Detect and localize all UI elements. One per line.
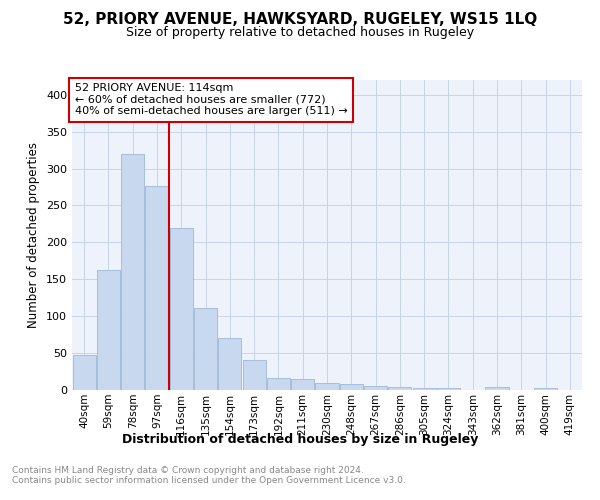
Bar (267, 378, 290, 390)
Bar (194, 308, 217, 390)
Bar (145, 186, 169, 390)
Bar (291, 379, 314, 390)
Bar (242, 360, 266, 390)
Bar (388, 387, 412, 390)
Bar (97, 270, 120, 390)
Text: Contains HM Land Registry data © Crown copyright and database right 2024.
Contai: Contains HM Land Registry data © Crown c… (12, 466, 406, 485)
Text: 52, PRIORY AVENUE, HAWKSYARD, RUGELEY, WS15 1LQ: 52, PRIORY AVENUE, HAWKSYARD, RUGELEY, W… (63, 12, 537, 28)
Bar (170, 228, 193, 390)
Bar (316, 382, 338, 390)
Text: 52 PRIORY AVENUE: 114sqm
← 60% of detached houses are smaller (772)
40% of semi-: 52 PRIORY AVENUE: 114sqm ← 60% of detach… (74, 83, 347, 116)
Bar (73, 356, 95, 390)
Bar (485, 387, 509, 390)
Bar (364, 386, 387, 390)
Y-axis label: Number of detached properties: Number of detached properties (28, 142, 40, 328)
Text: Distribution of detached houses by size in Rugeley: Distribution of detached houses by size … (122, 432, 478, 446)
Bar (437, 388, 460, 390)
Bar (413, 388, 436, 390)
Bar (218, 338, 241, 390)
Text: Size of property relative to detached houses in Rugeley: Size of property relative to detached ho… (126, 26, 474, 39)
Bar (340, 384, 363, 390)
Bar (121, 154, 144, 390)
Bar (534, 388, 557, 390)
